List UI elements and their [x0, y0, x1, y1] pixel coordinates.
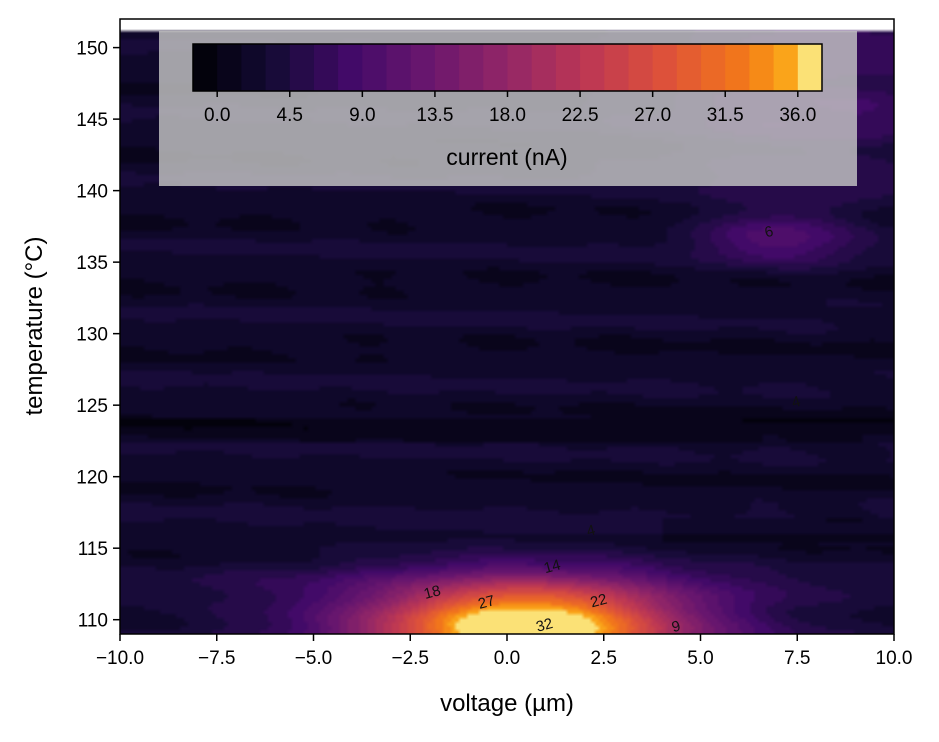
x-tick-label: 0.0	[494, 648, 520, 669]
contour-label: 14	[542, 556, 563, 577]
colorbar-swatch	[628, 44, 654, 91]
colorbar-swatch	[338, 44, 363, 91]
colorbar-swatch	[241, 44, 267, 91]
contour-label: 27	[476, 592, 497, 613]
colorbar-tick-label: 22.5	[562, 105, 599, 126]
colorbar-tick-label: 36.0	[779, 105, 816, 126]
colorbar-swatch	[265, 44, 291, 91]
y-tick-label: 115	[78, 539, 108, 560]
contour-label: 32	[534, 615, 555, 636]
colorbar-swatch	[580, 44, 605, 91]
x-tick-label: −10.0	[96, 648, 144, 669]
y-tick-label: 110	[78, 611, 108, 632]
x-tick-label: 10.0	[876, 648, 913, 669]
colorbar-swatch	[773, 44, 799, 91]
colorbar-swatch	[459, 44, 484, 91]
y-tick-label: 150	[76, 39, 108, 60]
colorbar-swatch	[725, 44, 751, 91]
y-tick-label: 140	[76, 182, 108, 203]
colorbar-swatch	[652, 44, 678, 91]
colorbar-swatch	[289, 44, 315, 91]
colorbar-swatch	[749, 44, 775, 91]
y-axis: 110 115 120 125 130 135 140 145 150	[76, 39, 120, 632]
colorbar-swatch	[217, 44, 242, 91]
colorbar-swatch	[434, 44, 460, 91]
x-tick-label: −2.5	[391, 648, 429, 669]
colorbar-swatches	[193, 44, 823, 91]
colorbar-tick-label: 4.5	[277, 105, 303, 126]
colorbar-swatch	[676, 44, 702, 91]
x-axis: −10.0 −7.5 −5.0 −2.5 0.0 2.5 5.0 7.5 10.0	[96, 634, 913, 669]
y-tick-label: 135	[76, 253, 108, 274]
colorbar-swatch	[701, 44, 726, 91]
colorbar-swatch	[531, 44, 557, 91]
x-tick-label: −7.5	[198, 648, 236, 669]
colorbar-swatch	[555, 44, 581, 91]
y-tick-label: 125	[76, 396, 108, 417]
colorbar-inset: 0.0 4.5 9.0 13.5 18.0 22.5 27.0 31.5 36.0 curren…	[159, 31, 857, 186]
colorbar-swatch	[483, 44, 509, 91]
x-tick-label: 7.5	[784, 648, 810, 669]
colorbar-tick-label: 18.0	[489, 105, 526, 126]
x-tick-label: 5.0	[687, 648, 713, 669]
contour-label: 18	[422, 582, 443, 603]
colorbar-swatch	[313, 44, 339, 91]
y-tick-label: 120	[76, 468, 108, 489]
colorbar-swatch	[193, 44, 218, 91]
y-axis-label: temperature (°C)	[21, 237, 48, 416]
colorbar-swatch	[604, 44, 630, 91]
colorbar-swatch	[507, 44, 533, 91]
colorbar-tick-label: 13.5	[416, 105, 453, 126]
colorbar-tick-label: 31.5	[707, 105, 744, 126]
colorbar-tick-label: 9.0	[349, 105, 375, 126]
x-tick-label: −5.0	[295, 648, 333, 669]
colorbar-swatch	[410, 44, 436, 91]
x-axis-label: voltage (µm)	[440, 690, 574, 717]
colorbar-swatch	[386, 44, 412, 91]
colorbar-label: current (nA)	[446, 144, 567, 170]
colorbar-swatch	[797, 44, 823, 91]
y-tick-label: 145	[76, 110, 108, 131]
contour-label: 22	[588, 591, 609, 612]
colorbar-ticks: 0.0 4.5 9.0 13.5 18.0 22.5 27.0 31.5 36.0	[204, 91, 816, 126]
colorbar-tick-label: 27.0	[634, 105, 671, 126]
x-tick-label: 2.5	[591, 648, 617, 669]
colorbar-swatch	[362, 44, 388, 91]
colorbar-tick-label: 0.0	[204, 105, 230, 126]
y-tick-label: 130	[76, 325, 108, 346]
